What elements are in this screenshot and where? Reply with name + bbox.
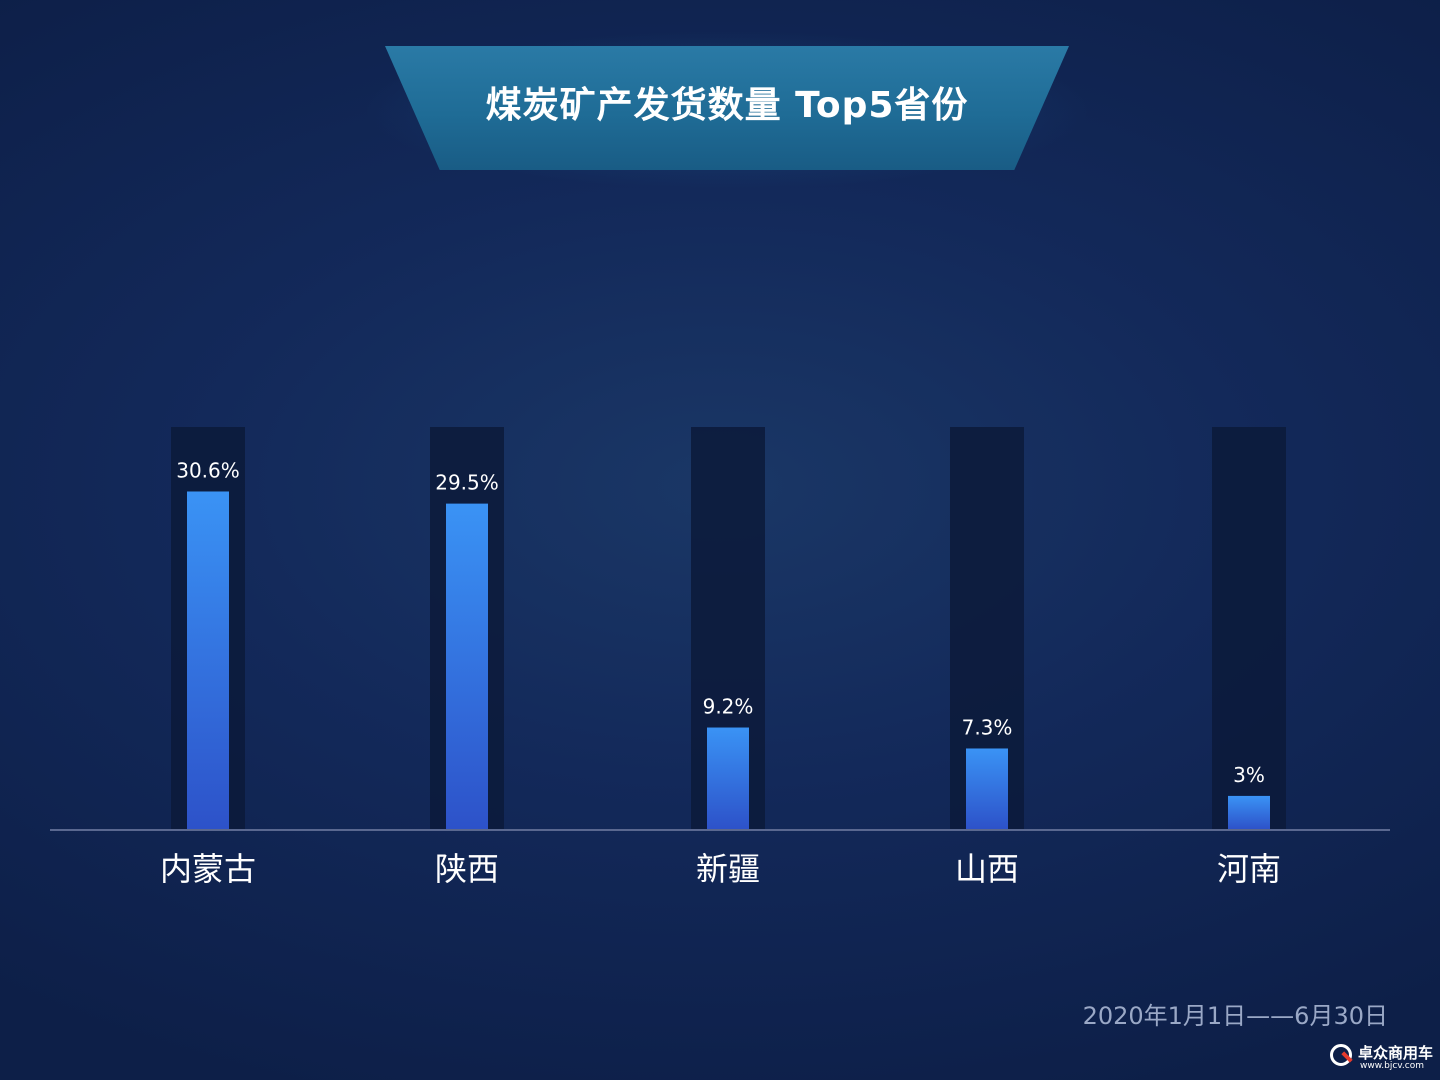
- logo-name: 卓众商用车: [1358, 1044, 1434, 1062]
- logo-url: www.bjcv.com: [1360, 1061, 1424, 1071]
- brand-logo: 卓众商用车 www.bjcv.com: [1330, 1042, 1434, 1074]
- chart-title: 煤炭矿产发货数量 Top5省份: [485, 85, 969, 126]
- data-label: 9.2%: [703, 695, 754, 719]
- data-label: 3%: [1233, 763, 1265, 787]
- category-label: 河南: [1217, 850, 1281, 888]
- data-label: 7.3%: [962, 715, 1013, 739]
- title-banner: [385, 46, 1069, 170]
- bar: [707, 727, 749, 829]
- category-label: 山西: [955, 850, 1019, 888]
- category-label: 陕西: [435, 850, 499, 888]
- bar-track: [1212, 427, 1286, 829]
- bar: [966, 748, 1008, 829]
- bar: [187, 491, 229, 829]
- data-label: 30.6%: [176, 458, 240, 482]
- logo-mark-icon: [1330, 1044, 1352, 1066]
- category-label: 新疆: [696, 850, 760, 888]
- value-labels: 30.6% 29.5% 9.2% 7.3% 3%: [176, 458, 1265, 786]
- data-label: 29.5%: [435, 471, 499, 495]
- bar: [446, 503, 488, 829]
- bars: [187, 491, 1270, 829]
- date-range: 2020年1月1日——6月30日: [1082, 1002, 1388, 1030]
- category-label: 内蒙古: [160, 850, 256, 888]
- category-labels: 内蒙古 陕西 新疆 山西 河南: [160, 850, 1281, 888]
- bar: [1228, 795, 1270, 829]
